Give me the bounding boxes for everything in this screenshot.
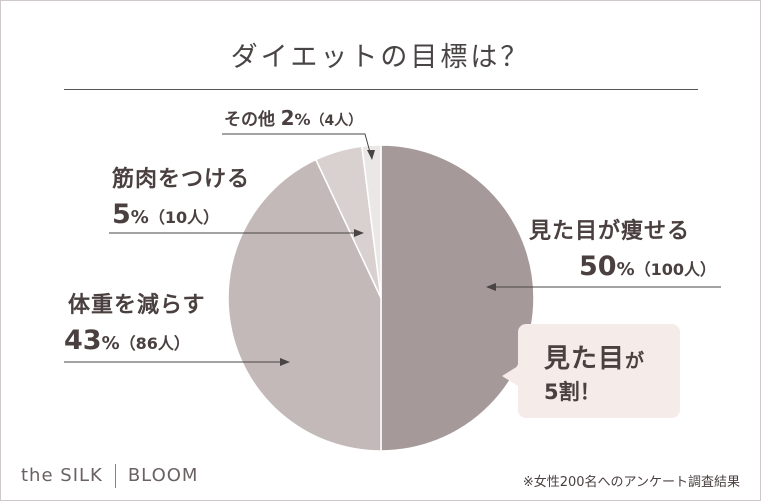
label-look: 見た目が痩せる 50%（100人） (529, 213, 716, 282)
label-other-percent: 2 (280, 106, 295, 130)
leader-arrow-look (486, 283, 496, 291)
label-look-percent: 50 (579, 251, 617, 282)
pie-slice-weight (227, 158, 382, 452)
label-muscle-count: （10人） (148, 208, 220, 227)
brand-name-left: the SILK (21, 465, 103, 486)
page-title: ダイエットの目標は？ (230, 42, 531, 73)
callout-line1-main: 見た目 (544, 344, 626, 374)
callout-line1-particle: が (625, 350, 645, 372)
title-divider (64, 89, 698, 90)
leader-arrow-muscle (354, 229, 364, 237)
label-muscle-name: 筋肉をつける (112, 167, 251, 192)
label-look-unit: % (616, 259, 635, 280)
pie-slice-other (360, 144, 382, 299)
survey-footnote: ※女性200名へのアンケート調査結果 (522, 475, 740, 490)
label-other-name: その他 (224, 110, 275, 130)
leader-arrow-other (367, 150, 375, 160)
label-other-unit: % (294, 110, 311, 129)
label-other: その他 2%（4人） (224, 105, 362, 130)
label-muscle-percent: 5 (112, 199, 131, 230)
label-weight-percent: 43 (64, 325, 102, 356)
label-weight: 体重を減らす 43%（86人） (64, 287, 206, 356)
leader-arrow-weight (280, 358, 290, 366)
label-weight-unit: % (101, 333, 120, 354)
label-muscle-unit: % (130, 207, 149, 228)
leader-line-other (222, 133, 372, 157)
brand-logo: the SILK BLOOM (21, 464, 198, 488)
highlight-callout: 見た目が 5割！ (502, 324, 680, 418)
brand-separator (114, 464, 116, 488)
pie-slice-look (380, 144, 535, 452)
label-look-count: （100人） (634, 260, 717, 279)
label-weight-name: 体重を減らす (68, 293, 206, 318)
label-other-count: （4人） (310, 113, 363, 129)
label-muscle: 筋肉をつける 5%（10人） (112, 161, 250, 230)
label-look-name: 見た目が痩せる (529, 219, 691, 244)
label-weight-count: （86人） (119, 334, 190, 353)
brand-name-right: BLOOM (127, 465, 199, 486)
callout-line2: 5割！ (544, 380, 601, 404)
callout-line1: 見た目が (544, 338, 644, 375)
